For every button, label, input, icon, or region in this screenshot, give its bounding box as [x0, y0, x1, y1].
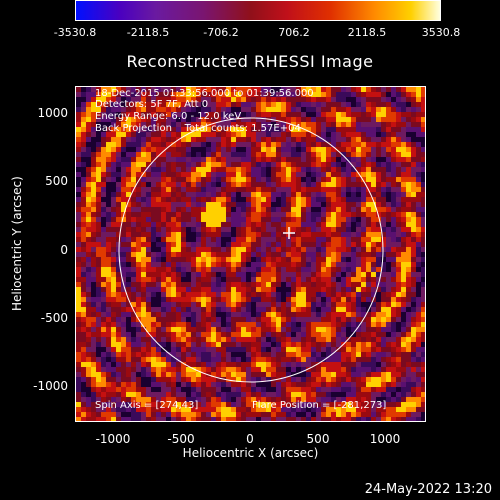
colorbar-label-2: -2118.5	[126, 26, 170, 39]
colorbar-label-5: 2118.5	[347, 26, 387, 39]
flare-position-label: Flare Position = [-281,273]	[252, 400, 387, 411]
flare-marker	[283, 227, 295, 239]
image-pixels	[76, 87, 425, 421]
ytick-label: 1000	[37, 106, 68, 120]
plot-timestamp: 24-May-2022 13:20	[364, 482, 492, 497]
info-line-time: 18-Dec-2015 01:33:56.000 to 01:39:56.000	[95, 88, 314, 99]
ytick-label: 500	[45, 174, 68, 188]
colorbar	[75, 0, 441, 21]
info-line-detectors: Detectors: 5F 7F, Att 0	[95, 99, 209, 110]
colorbar-gradient	[76, 1, 440, 20]
xtick-label: 500	[306, 432, 330, 446]
solar-limb-circle	[118, 117, 384, 383]
xtick-label: -500	[167, 432, 195, 446]
xtick-label: 0	[246, 432, 254, 446]
image-plot	[75, 86, 426, 422]
colorbar-label-4: 706.2	[278, 26, 310, 39]
reconstructed-image	[76, 87, 425, 421]
ytick-label: 0	[60, 243, 68, 257]
plot-title: Reconstructed RHESSI Image	[126, 52, 374, 71]
xtick-label: -1000	[95, 432, 131, 446]
y-axis-label: Heliocentric Y (arcsec)	[10, 176, 24, 311]
info-line-counts: Back Projection Total counts: 1.57E+04	[95, 123, 301, 134]
ytick-label: -500	[40, 311, 68, 325]
ytick-label: -1000	[33, 379, 68, 393]
colorbar-label-max: 3530.8	[421, 26, 461, 39]
xtick-label: 1000	[369, 432, 401, 446]
info-line-energy: Energy Range: 6.0 - 12.0 keV	[95, 111, 242, 122]
colorbar-label-min: -3530.8	[53, 26, 97, 39]
spin-axis-label: Spin Axis = [274,43]	[95, 400, 199, 411]
x-axis-label: Heliocentric X (arcsec)	[182, 446, 319, 460]
colorbar-label-3: -706.2	[203, 26, 239, 39]
